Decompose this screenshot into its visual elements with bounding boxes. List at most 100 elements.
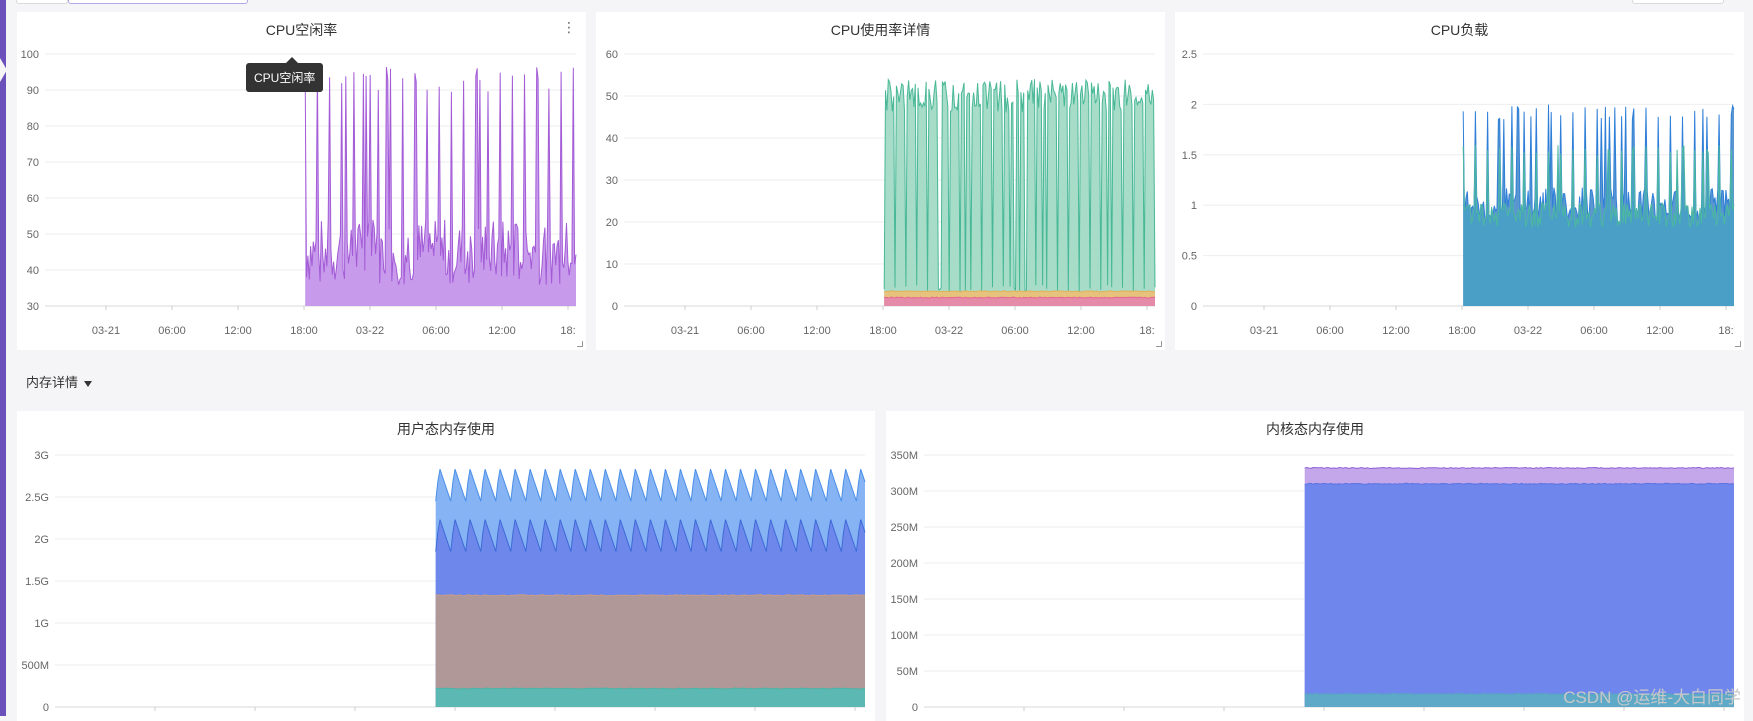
y-tick-label: 0.5 (1182, 251, 1197, 263)
x-tick-label: 18: (1139, 325, 1154, 337)
y-tick-label: 30 (27, 301, 39, 313)
y-tick-label: 0 (912, 702, 918, 714)
x-tick-label: 12:00 (1382, 325, 1410, 337)
y-tick-label: 0 (43, 702, 49, 714)
y-tick-label: 20 (606, 217, 618, 229)
x-tick-label: 06:00 (158, 325, 186, 337)
y-tick-label: 70 (27, 157, 39, 169)
resize-handle-icon[interactable] (1156, 341, 1162, 347)
x-tick-label: 18: (1718, 325, 1733, 337)
panel-title: 用户态内存使用 (397, 421, 495, 437)
resize-handle-icon[interactable] (577, 341, 583, 347)
chart-kernel-mem: 0 50M 100M 150M 200M 250M 300M 350M (890, 450, 1735, 714)
x-tick-label: 03-21 (1250, 325, 1278, 337)
y-tick-label: 350M (890, 450, 918, 462)
x-tick-label: 12:00 (803, 325, 831, 337)
y-tick-label: 500M (21, 660, 49, 672)
top-toolbar-control[interactable] (16, 0, 68, 4)
y-tick-label: 150M (890, 594, 918, 606)
caret-down-icon (84, 380, 93, 387)
y-tick-label: 50M (897, 666, 918, 678)
top-right-control[interactable] (1632, 0, 1724, 4)
y-tick-label: 0 (1191, 301, 1197, 313)
x-tick-label: 03-22 (1514, 325, 1542, 337)
x-tick-label: 06:00 (422, 325, 450, 337)
x-tick-label: 03-22 (935, 325, 963, 337)
panel-title: CPU空闲率 (265, 22, 338, 38)
series-line (1304, 692, 1735, 696)
series-area (884, 79, 1155, 306)
x-tick-label: 18:00 (290, 325, 318, 337)
series-area (1304, 483, 1734, 707)
x-tick-label: 03-22 (356, 325, 384, 337)
y-tick-label: 80 (27, 121, 39, 133)
x-tick-label: 06:00 (1580, 325, 1608, 337)
section-label: 内存详情 (26, 375, 79, 390)
x-tick-label: 18: (560, 325, 575, 337)
series-area (435, 594, 865, 707)
y-tick-label: 50 (27, 229, 39, 241)
chart-cpu-load: 0 0.5 1 1.5 2 2.5 03-21 06:00 12:00 18:00 03-22 06:… (1182, 49, 1735, 337)
y-tick-label: 0 (612, 301, 618, 313)
y-tick-label: 250M (890, 522, 918, 534)
y-tick-label: 40 (606, 133, 618, 145)
series-area (884, 297, 1155, 306)
series-line (1304, 466, 1735, 470)
x-tick-label: 18:00 (869, 325, 897, 337)
y-tick-label: 90 (27, 85, 39, 97)
y-tick-label: 300M (890, 486, 918, 498)
y-tick-label: 40 (27, 265, 39, 277)
panel-cpu-load: 0 0.5 1 1.5 2 2.5 03-21 06:00 12:00 18:00 03-22 06:… (1175, 12, 1744, 350)
y-tick-label: 2.5G (25, 492, 49, 504)
y-tick-label: 2.5 (1182, 49, 1197, 61)
x-tick-label: 06:00 (1316, 325, 1344, 337)
y-tick-label: 10 (606, 259, 618, 271)
y-tick-label: 1 (1191, 200, 1197, 212)
x-tick-label: 03-21 (92, 325, 120, 337)
tooltip: CPU空闲率 (246, 57, 324, 92)
y-tick-label: 60 (27, 193, 39, 205)
series-area (1304, 693, 1734, 707)
y-tick-label: 30 (606, 175, 618, 187)
y-tick-label: 2G (34, 534, 49, 546)
x-tick-label: 12:00 (1646, 325, 1674, 337)
x-tick-label: 18:00 (1448, 325, 1476, 337)
y-tick-label: 2 (1191, 99, 1197, 111)
y-tick-label: 50 (606, 91, 618, 103)
x-tick-label: 03-21 (671, 325, 699, 337)
x-tick-label: 12:00 (224, 325, 252, 337)
x-tick-label: 06:00 (1001, 325, 1029, 337)
sidebar-edge (0, 0, 6, 716)
y-tick-label: 60 (606, 49, 618, 61)
panel-cpu-usage: 0 10 20 30 40 50 60 03-21 06:00 12:00 18:00 03-22 06… (596, 12, 1165, 350)
y-tick-label: 3G (34, 450, 49, 462)
watermark: CSDN @运维-大白同学 (1563, 688, 1741, 707)
y-tick-label: 1.5 (1182, 150, 1197, 162)
y-tick-label: 1G (34, 618, 49, 630)
section-toggle-memory[interactable]: 内存详情 (26, 372, 93, 391)
x-tick-label: 06:00 (737, 325, 765, 337)
chart-cpu-idle: 30 40 50 60 70 80 90 100 03-21 06:00 12:00 18:00 03-… (21, 49, 577, 337)
series-area (1463, 144, 1734, 306)
panel-kernel-mem: 0 50M 100M 150M 200M 250M 300M 350M 内核态内存使用 (886, 411, 1744, 721)
series-line (884, 296, 1156, 299)
y-tick-label: 200M (890, 558, 918, 570)
series-line (884, 290, 1156, 293)
series-line (435, 687, 866, 690)
series-area (435, 688, 865, 707)
panel-title: CPU使用率详情 (830, 22, 931, 38)
panel-user-mem: 0 500M 1G 1.5G 2G 2.5G 3G 用户态内存使用 (17, 411, 875, 721)
y-tick-label: 100 (21, 49, 39, 61)
x-tick-label: 12:00 (1067, 325, 1095, 337)
more-icon[interactable]: ⋮ (562, 19, 576, 35)
series-line (435, 469, 866, 502)
series-line (1462, 144, 1735, 228)
panel-title: 内核态内存使用 (1266, 421, 1364, 437)
resize-handle-icon[interactable] (1735, 341, 1741, 347)
sidebar-collapse-notch[interactable] (0, 58, 7, 82)
top-time-range-input[interactable] (68, 0, 248, 4)
y-tick-label: 100M (890, 630, 918, 642)
series-line (304, 67, 577, 285)
series-line (435, 594, 866, 597)
y-tick-label: 1.5G (25, 576, 49, 588)
